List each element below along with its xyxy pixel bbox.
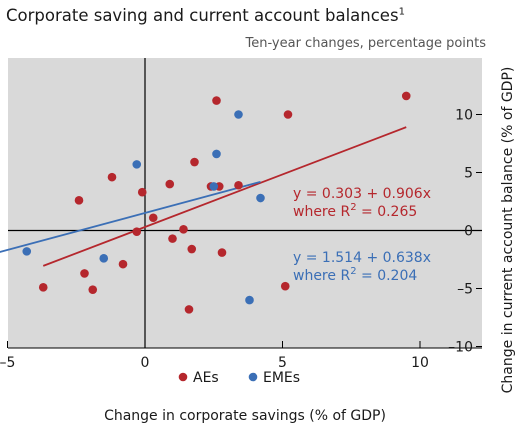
regression-r2: where R2 = 0.204 — [293, 266, 417, 284]
axes — [8, 58, 482, 349]
data-point-aes — [401, 91, 411, 101]
data-point-aes — [165, 179, 175, 189]
x-tick-label: –5 — [0, 355, 15, 371]
data-point-aes — [217, 248, 227, 257]
regression-r2: where R2 = 0.265 — [293, 202, 417, 220]
x-tick-label: 10 — [411, 355, 429, 371]
y-tick-label: 0 — [464, 224, 473, 240]
data-point-emes — [234, 110, 243, 119]
data-point-aes — [80, 269, 89, 278]
regression-line-aes — [42, 126, 407, 267]
data-point-aes — [118, 259, 128, 269]
data-point-aes — [137, 187, 147, 197]
data-point-emes — [132, 160, 142, 169]
chart-title: Corporate saving and current account bal… — [6, 6, 405, 25]
legend-label-emes: EMEs — [263, 370, 300, 386]
data-point-aes — [107, 172, 117, 182]
regression-equation: y = 0.303 + 0.906x — [293, 186, 431, 202]
legend-label-aes: AEs — [193, 370, 219, 386]
data-point-emes — [99, 254, 109, 263]
chart-subtitle: Ten-year changes, percentage points — [245, 36, 486, 51]
y-axis-label: Change in current account balance (% of … — [500, 67, 516, 394]
data-point-aes — [190, 157, 199, 167]
y-tick-label: –5 — [457, 282, 473, 298]
legend-marker-emes — [248, 372, 258, 382]
data-point-aes — [187, 244, 197, 254]
regression-equation: y = 1.514 + 0.638x — [293, 250, 431, 266]
x-tick-label: 0 — [141, 355, 150, 371]
data-point-aes — [283, 110, 293, 119]
legend: AEs EMEs — [178, 370, 300, 386]
data-point-emes — [209, 182, 219, 191]
data-point-emes — [212, 149, 221, 159]
regression-lines — [0, 126, 407, 267]
data-point-aes — [88, 285, 98, 294]
data-point-aes — [179, 225, 188, 234]
data-point-aes — [234, 180, 243, 190]
data-point-aes — [168, 234, 177, 243]
regression-line-emes — [0, 180, 261, 253]
data-point-aes — [280, 281, 290, 291]
y-tick-label: 5 — [464, 166, 473, 182]
y-tick-label: 10 — [455, 108, 473, 124]
legend-marker-aes — [178, 372, 188, 382]
x-tick-label: 5 — [278, 355, 287, 371]
y-tick-label: –10 — [448, 340, 473, 356]
data-point-emes — [22, 247, 32, 256]
data-point-aes — [148, 213, 158, 223]
data-points — [22, 91, 411, 314]
data-point-aes — [38, 283, 48, 292]
data-point-aes — [212, 96, 221, 105]
data-point-emes — [245, 295, 254, 305]
y-axis-ticks: –10 –5 0 5 10 — [448, 108, 482, 356]
plot-area — [8, 58, 482, 348]
data-point-aes — [132, 227, 142, 236]
data-point-aes — [184, 305, 194, 314]
data-point-aes — [74, 196, 84, 205]
x-axis-ticks: –505101520 — [0, 341, 429, 371]
x-axis-label: Change in corporate savings (% of GDP) — [104, 408, 386, 424]
data-point-emes — [256, 193, 265, 203]
